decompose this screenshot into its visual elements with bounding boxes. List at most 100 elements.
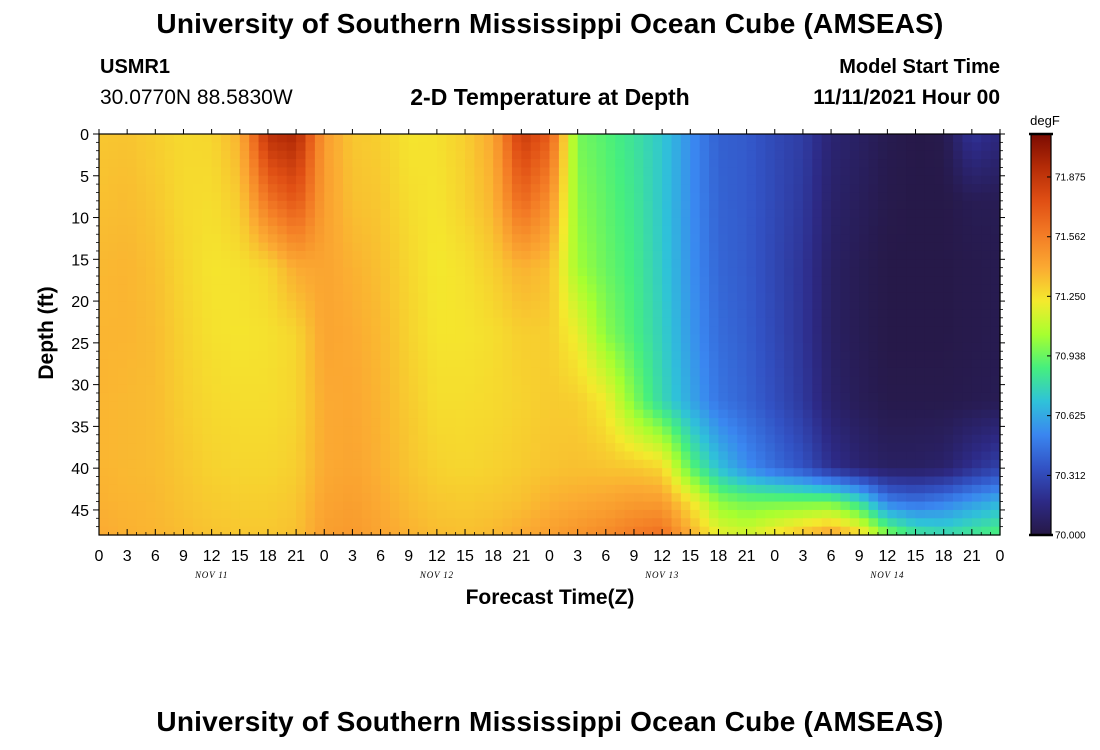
heatmap-cell: [971, 342, 982, 352]
heatmap-cell: [699, 359, 710, 369]
heatmap-cell: [418, 468, 429, 478]
heatmap-cell: [802, 267, 813, 277]
heatmap-cell: [558, 234, 569, 244]
x-tick-label: 9: [179, 548, 188, 565]
heatmap-cell: [737, 476, 748, 486]
heatmap-cell: [953, 518, 964, 528]
heatmap-cell: [324, 493, 335, 503]
heatmap-cell: [155, 468, 166, 478]
heatmap-cell: [877, 142, 888, 152]
heatmap-cell: [305, 518, 316, 528]
heatmap-cell: [221, 267, 231, 277]
heatmap-cell: [643, 200, 654, 210]
heatmap-cell: [568, 334, 579, 344]
heatmap-cell: [108, 192, 119, 202]
heatmap-cell: [868, 434, 879, 444]
heatmap-cell: [793, 493, 804, 503]
heatmap-cell: [455, 317, 466, 327]
heatmap-cell: [624, 493, 635, 503]
heatmap-cell: [465, 484, 476, 494]
heatmap-cell: [540, 493, 551, 503]
heatmap-cell: [277, 134, 288, 143]
heatmap-cell: [690, 493, 701, 503]
heatmap-cell: [277, 250, 288, 260]
heatmap-cell: [962, 292, 973, 302]
heatmap-cell: [587, 301, 598, 311]
heatmap-cell: [474, 276, 485, 285]
heatmap-cell: [502, 250, 513, 260]
heatmap-cell: [652, 359, 663, 369]
heatmap-cell: [812, 134, 823, 143]
heatmap-cell: [305, 192, 316, 202]
heatmap-cell: [727, 426, 738, 436]
heatmap-cell: [953, 401, 964, 411]
heatmap-cell: [511, 184, 522, 194]
heatmap-cell: [530, 134, 541, 143]
heatmap-cell: [436, 209, 447, 219]
heatmap-cell: [305, 309, 316, 319]
heatmap-cell: [267, 509, 278, 519]
heatmap-cell: [183, 250, 194, 260]
heatmap-cell: [915, 167, 926, 177]
heatmap-cell: [896, 276, 907, 285]
heatmap-cell: [155, 359, 166, 369]
heatmap-cell: [643, 409, 654, 419]
heatmap-cell: [840, 242, 851, 252]
heatmap-cell: [286, 426, 297, 436]
heatmap-cell: [962, 451, 973, 461]
heatmap-cell: [408, 434, 419, 444]
heatmap-cell: [296, 142, 307, 152]
heatmap-cell: [624, 225, 635, 235]
heatmap-cell: [474, 526, 485, 536]
heatmap-cell: [849, 284, 860, 294]
heatmap-cell: [343, 192, 354, 202]
heatmap-cell: [230, 476, 241, 486]
heatmap-cell: [812, 518, 823, 528]
heatmap-cell: [418, 326, 429, 336]
heatmap-cell: [699, 426, 710, 436]
heatmap-cell: [136, 159, 147, 169]
heatmap-cell: [361, 342, 372, 352]
heatmap-cell: [906, 392, 917, 402]
heatmap-cell: [915, 443, 926, 453]
heatmap-cell: [267, 267, 278, 277]
heatmap-cell: [793, 476, 804, 486]
heatmap-cell: [389, 192, 400, 202]
heatmap-cell: [971, 167, 982, 177]
heatmap-cell: [239, 359, 250, 369]
heatmap-cell: [962, 359, 973, 369]
heatmap-cell: [596, 493, 607, 503]
heatmap-cell: [755, 359, 766, 369]
heatmap-cell: [558, 192, 569, 202]
heatmap-cell: [249, 459, 260, 469]
heatmap-cell: [840, 351, 851, 361]
heatmap-cell: [727, 443, 738, 453]
heatmap-cell: [709, 142, 720, 152]
heatmap-cell: [286, 159, 297, 169]
heatmap-cell: [427, 376, 438, 386]
heatmap-cell: [821, 401, 832, 411]
heatmap-cell: [662, 443, 673, 453]
heatmap-cell: [652, 484, 663, 494]
heatmap-cell: [267, 493, 278, 503]
heatmap-cell: [483, 209, 494, 219]
heatmap-cell: [615, 459, 626, 469]
heatmap-cell: [718, 184, 729, 194]
heatmap-cell: [746, 267, 757, 277]
heatmap-cell: [221, 476, 231, 486]
heatmap-cell: [633, 159, 644, 169]
heatmap-cell: [849, 317, 860, 327]
heatmap-cell: [605, 159, 616, 169]
heatmap-cell: [906, 418, 917, 427]
heatmap-cell: [746, 501, 757, 511]
heatmap-cell: [774, 267, 785, 277]
heatmap-cell: [305, 459, 316, 469]
heatmap-cell: [455, 234, 466, 244]
heatmap-cell: [211, 401, 222, 411]
heatmap-cell: [202, 326, 213, 336]
heatmap-cell: [896, 301, 907, 311]
heatmap-cell: [990, 242, 1001, 252]
heatmap-cell: [202, 501, 213, 511]
heatmap-cell: [755, 434, 766, 444]
heatmap-cell: [868, 167, 879, 177]
